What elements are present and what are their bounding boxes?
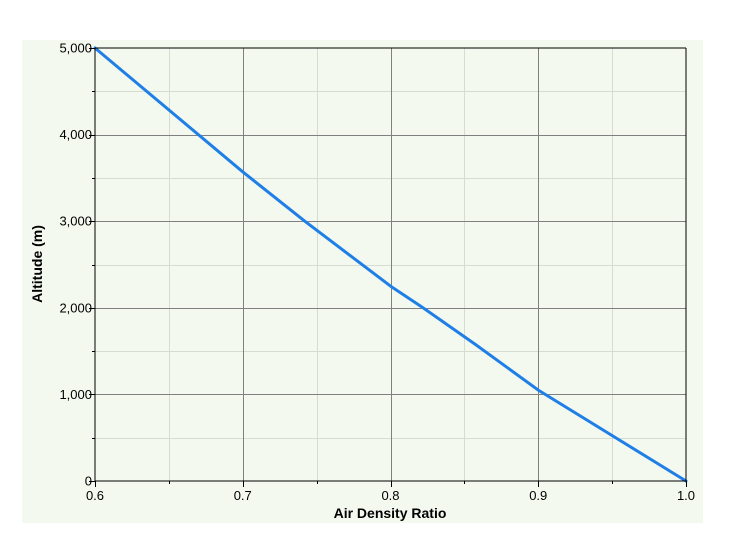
plot-area: [95, 48, 686, 481]
axes: [94, 47, 687, 482]
series-line: [93, 46, 688, 483]
y-tick-label: 0: [85, 474, 92, 489]
y-tick-label: 4,000: [59, 127, 92, 142]
tick-marks: [89, 48, 687, 487]
x-tick-label: 1.0: [677, 488, 695, 503]
y-tick-label: 5,000: [59, 41, 92, 56]
x-tick-labels: 0.6 0.7 0.8 0.9 1.0: [86, 488, 695, 503]
y-tick-label: 3,000: [59, 214, 92, 229]
x-axis-title: Air Density Ratio: [334, 505, 447, 521]
major-gridlines: [95, 48, 686, 481]
x-tick-label: 0.7: [234, 488, 252, 503]
x-tick-label: 0.9: [529, 488, 547, 503]
x-tick-label: 0.6: [86, 488, 104, 503]
y-tick-label: 1,000: [59, 387, 92, 402]
minor-gridlines: [95, 48, 686, 481]
y-tick-labels: 0 1,000 2,000 3,000 4,000 5,000: [59, 41, 92, 489]
y-axis-title: Altitude (m): [29, 225, 45, 303]
x-tick-label: 0.8: [381, 488, 399, 503]
y-tick-label: 2,000: [59, 300, 92, 315]
series-layer: [93, 46, 688, 483]
